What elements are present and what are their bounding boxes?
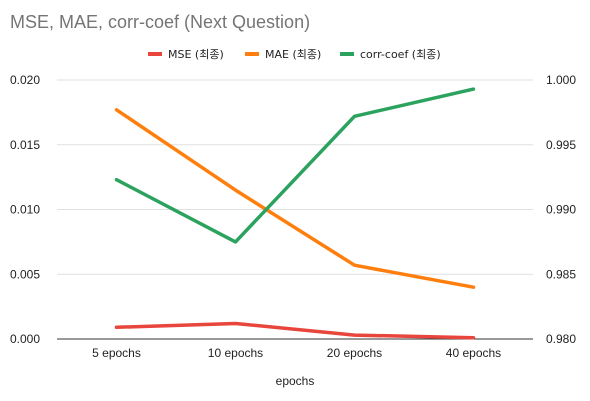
right-axis-ticks: 0.980 0.985 0.990 0.995 1.000 [546, 73, 576, 346]
left-tick-label: 0.005 [10, 267, 40, 281]
right-tick-label: 0.980 [546, 332, 576, 346]
left-axis-ticks: 0.000 0.005 0.010 0.015 0.020 [10, 73, 40, 346]
chart-title: MSE, MAE, corr-coef (Next Question) [10, 12, 310, 32]
x-tick-label: 40 epochs [446, 346, 501, 360]
x-axis-title: epochs [276, 374, 315, 388]
legend-item-mse: MSE (최종) [148, 48, 224, 61]
left-tick-label: 0.015 [10, 138, 40, 152]
x-axis-ticks: 5 epochs 10 epochs 20 epochs 40 epochs [92, 346, 501, 360]
legend-item-corr-coef: corr-coef (최종) [340, 48, 441, 61]
legend-item-mae: MAE (최종) [245, 48, 321, 61]
x-tick-label: 20 epochs [327, 346, 382, 360]
legend: MSE (최종) MAE (최종) corr-coef (최종) [148, 48, 441, 61]
legend-swatch-mae [245, 52, 259, 56]
x-tick-label: 5 epochs [92, 346, 141, 360]
left-tick-label: 0.000 [10, 332, 40, 346]
legend-swatch-corr-coef [340, 52, 354, 56]
legend-swatch-mse [148, 52, 162, 56]
legend-label-mse: MSE (최종) [168, 48, 224, 61]
right-tick-label: 1.000 [546, 73, 576, 87]
series-lines [114, 87, 476, 340]
right-tick-label: 0.985 [546, 267, 576, 281]
right-tick-label: 0.995 [546, 138, 576, 152]
left-tick-label: 0.020 [10, 73, 40, 87]
right-tick-label: 0.990 [546, 203, 576, 217]
series-line-mae [114, 108, 476, 289]
series-line-corr-coef [114, 87, 476, 244]
legend-label-mae: MAE (최종) [265, 48, 321, 61]
series-line-mse [114, 321, 476, 340]
left-tick-label: 0.010 [10, 203, 40, 217]
x-tick-label: 10 epochs [208, 346, 263, 360]
legend-label-corr-coef: corr-coef (최종) [360, 48, 441, 61]
